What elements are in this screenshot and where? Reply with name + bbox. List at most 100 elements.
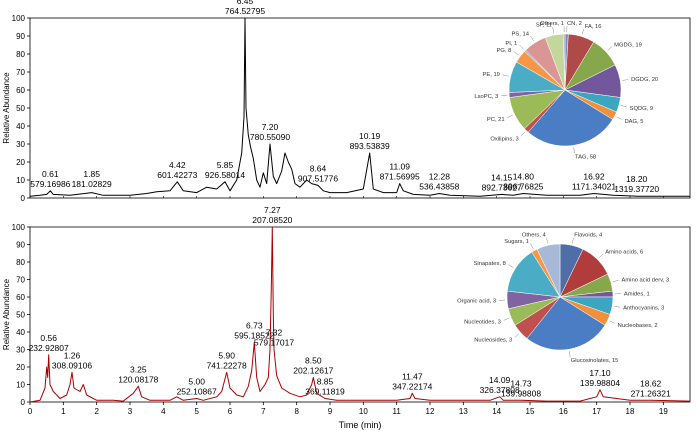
- pie-leader: [520, 131, 526, 137]
- x-tick-label: 8: [294, 407, 299, 416]
- pie-slice-label: Amides, 1: [624, 291, 650, 297]
- peak-rt: 18.62: [640, 378, 662, 388]
- y-tick-label: 80: [16, 50, 25, 59]
- x-tick-label: 14: [492, 407, 501, 416]
- pie-leader: [622, 79, 629, 81]
- y-tick-label: 100: [12, 14, 26, 23]
- peak-mz: 369.11819: [305, 387, 345, 397]
- pie-slice: [563, 33, 566, 91]
- pie-slice-label: Anthocyanins, 3: [623, 306, 664, 312]
- peak-rt: 8.85: [317, 377, 334, 387]
- pie-slice-label: FA, 16: [585, 24, 602, 30]
- pie-leader: [513, 51, 519, 56]
- peak-rt: 14.15: [491, 172, 513, 182]
- peak-mz: 202.12617: [293, 366, 333, 376]
- pie-leader: [530, 243, 534, 249]
- pie-slice-label: Nucleotides, 3: [464, 319, 501, 325]
- peak-mz: 579.16986: [30, 179, 70, 189]
- peak-mz: 120.08178: [118, 374, 158, 384]
- peak-rt: 7.20: [262, 122, 279, 132]
- peak-rt: 8.50: [305, 356, 322, 366]
- pie-slice-label: PE, 19: [483, 72, 500, 78]
- y-tick-label: 40: [16, 122, 25, 131]
- pie-leader: [607, 46, 613, 51]
- pie-leader: [507, 114, 513, 118]
- pie-leader: [614, 305, 621, 308]
- pie-slice-label: Nucleobases, 2: [618, 323, 658, 329]
- peak-mz: 892.73627: [482, 182, 522, 192]
- peak-rt: 7.27: [264, 205, 281, 215]
- peak-rt: 14.80: [513, 172, 535, 182]
- pie-slice-label: TAG, 58: [575, 154, 596, 160]
- x-tick-label: 12: [426, 407, 435, 416]
- trace-line: [29, 17, 690, 197]
- y-axis-label: Relative Abundance: [2, 72, 11, 144]
- peak-mz: 595.18522: [234, 331, 274, 341]
- pie-leader: [620, 105, 627, 108]
- peak-rt: 7.32: [266, 328, 283, 338]
- y-tick-label: 0: [21, 398, 26, 407]
- peak-mz: 536.43858: [419, 182, 459, 192]
- peak-rt: 11.47: [402, 371, 423, 381]
- peak-rt: 12.28: [429, 172, 451, 182]
- peak-rt: 0.56: [40, 333, 57, 343]
- pie-leader: [571, 237, 574, 244]
- peak-mz: 579.17017: [254, 338, 294, 348]
- pie-slice: [536, 243, 561, 298]
- pie-leader: [552, 27, 555, 34]
- x-tick-label: 15: [526, 407, 535, 416]
- pie-slice: [527, 89, 613, 147]
- x-tick-label: 1: [61, 407, 66, 416]
- pie-slice-label: Oxilipins, 3: [490, 136, 518, 142]
- peak-rt: 0.61: [42, 169, 59, 179]
- peak-rt: 1.26: [64, 350, 81, 360]
- pie-leader: [501, 94, 508, 96]
- y-tick-label: 100: [12, 223, 26, 232]
- pie-leader: [502, 74, 509, 77]
- x-axis-label: Time (min): [339, 420, 382, 430]
- x-tick-label: 4: [161, 407, 166, 416]
- x-tick-label: 3: [128, 407, 133, 416]
- pie-slice-label: PC, 21: [487, 117, 505, 123]
- pie-slice-label: CN, 2: [567, 21, 582, 27]
- peak-mz: 764.52795: [225, 6, 265, 16]
- pie-slice-label: Nucleosides, 3: [474, 338, 512, 344]
- pie-leader: [508, 264, 514, 268]
- peak-mz: 271.26321: [631, 388, 671, 398]
- y-tick-label: 20: [16, 158, 25, 167]
- pie-slice-label: DGDG, 20: [631, 77, 658, 83]
- peak-rt: 10.19: [359, 131, 381, 141]
- y-tick-label: 50: [16, 104, 25, 113]
- peak-rt: 5.90: [218, 350, 235, 360]
- peak-rt: 11.09: [389, 162, 410, 172]
- pie-bottom: Flavoids, 4 Amino acids, 6 Amino acid derv…: [457, 233, 669, 364]
- pie-slice-label: Others, 4: [522, 233, 547, 239]
- x-tick-label: 18: [626, 407, 635, 416]
- peak-mz: 308.09106: [52, 360, 92, 370]
- pie-slice-label: LsoPC, 3: [474, 94, 498, 100]
- peak-mz: 871.56995: [380, 172, 420, 182]
- y-tick-label: 20: [16, 363, 25, 372]
- pie-leader: [530, 35, 534, 42]
- x-tick-label: 5: [194, 407, 199, 416]
- peak-mz: 926.58014: [205, 170, 245, 180]
- peak-mz: 139.98804: [580, 378, 620, 388]
